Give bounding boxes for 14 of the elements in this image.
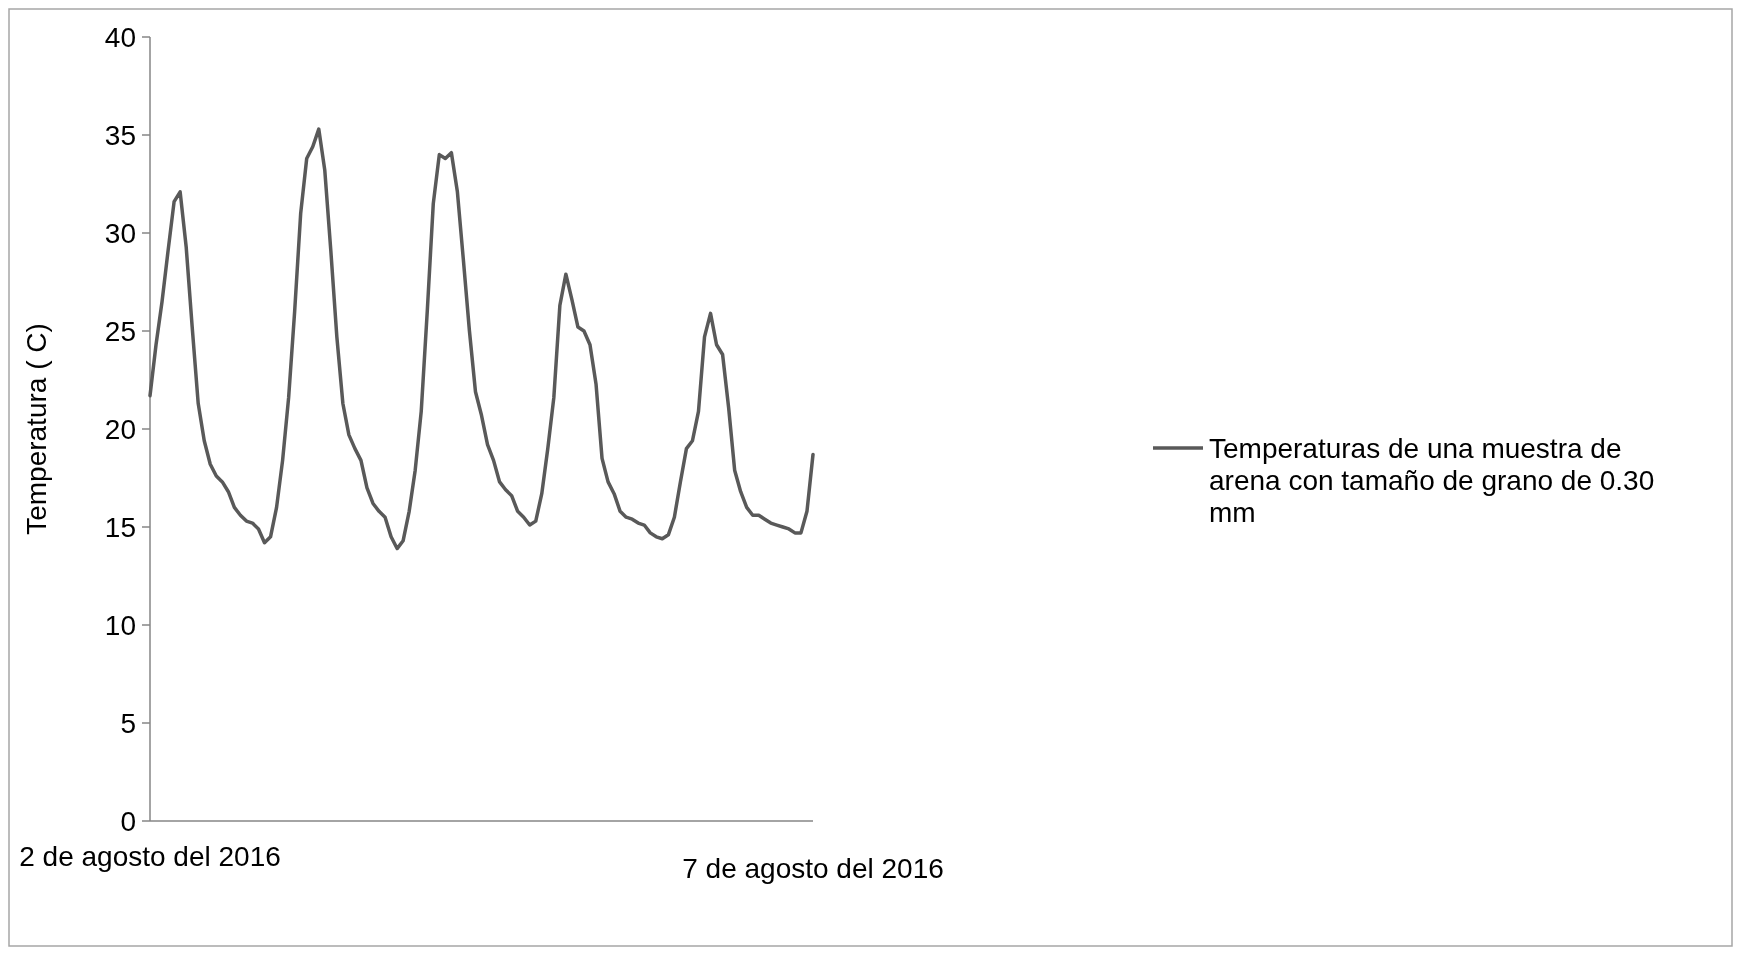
y-tick-label: 40 (104, 21, 136, 53)
y-tick-label: 30 (104, 217, 136, 249)
y-tick-label: 25 (104, 315, 136, 347)
y-tick-label: 15 (104, 511, 136, 543)
y-tick-label: 5 (120, 707, 136, 739)
y-axis-title: Temperatura ( C) (21, 323, 52, 535)
x-tick-label: 2 de agosto del 2016 (19, 841, 281, 872)
x-tick-label: 7 de agosto del 2016 (682, 853, 944, 884)
line-series (148, 127, 815, 551)
legend-label: Temperaturas de una muestra de arena con tamaño de grano de 0.30 mm (1209, 432, 1655, 529)
y-tick-label: 35 (104, 119, 136, 151)
y-tick-label: 10 (104, 609, 136, 641)
y-tick-label: 0 (120, 805, 136, 837)
y-tick-label: 20 (104, 413, 136, 445)
